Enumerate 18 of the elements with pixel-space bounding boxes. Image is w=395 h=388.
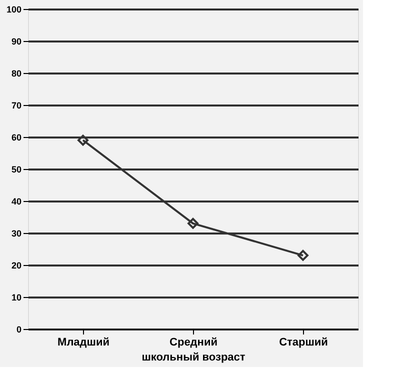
y-tick-label: 90 bbox=[11, 36, 22, 46]
y-tick-label: 30 bbox=[11, 228, 22, 238]
x-tick-label: Средний bbox=[170, 336, 218, 348]
y-tick-label: 40 bbox=[11, 196, 22, 206]
y-tick-label: 20 bbox=[11, 260, 22, 270]
x-tick-label: Младший bbox=[58, 336, 110, 348]
y-tick-label: 70 bbox=[11, 100, 22, 110]
y-tick-label: 10 bbox=[11, 292, 22, 302]
y-tick-label: 50 bbox=[11, 164, 22, 174]
point bbox=[188, 218, 198, 229]
x-axis-title: школьный возраст bbox=[142, 352, 246, 364]
y-tick-label: 100 bbox=[6, 4, 22, 14]
point bbox=[298, 250, 308, 261]
y-tick-label: 60 bbox=[11, 132, 22, 142]
point bbox=[78, 134, 88, 146]
x-tick-label: Старший bbox=[279, 336, 328, 348]
y-tick-label: 80 bbox=[11, 68, 22, 78]
y-tick-label: 0 bbox=[16, 324, 22, 334]
